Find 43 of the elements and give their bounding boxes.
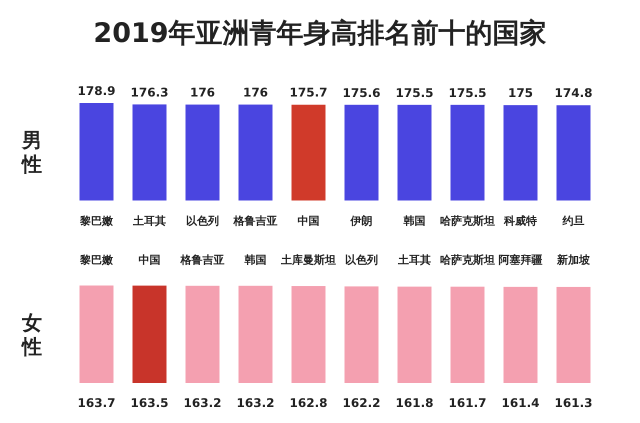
data-label: 176.3 [130, 85, 168, 100]
y-axis-title: 女性 [20, 310, 42, 358]
data-label: 163.7 [78, 396, 116, 410]
x-tick-label: 以色列 [186, 214, 219, 228]
y-axis-title: 男性 [20, 128, 42, 176]
x-tick-label: 科威特 [503, 214, 537, 228]
x-tick-label: 土库曼斯坦 [280, 254, 336, 266]
data-label: 162.8 [290, 396, 328, 410]
x-tick-label: 哈萨克斯坦 [440, 254, 495, 266]
x-tick-label: 黎巴嫩 [79, 214, 114, 228]
x-tick-label: 伊朗 [350, 214, 372, 228]
data-label: 176 [190, 86, 216, 100]
data-label: 176 [242, 86, 268, 100]
x-tick-label: 黎巴嫩 [79, 254, 114, 266]
x-tick-label: 格鲁吉亚 [180, 254, 224, 266]
data-label: 175.7 [290, 86, 328, 100]
x-tick-label: 格鲁吉亚 [232, 214, 278, 228]
x-tick-label: 新加坡 [556, 254, 591, 266]
x-tick-label: 韩国 [402, 214, 426, 228]
data-label: 162.2 [342, 396, 380, 410]
x-tick-label: 约旦 [562, 214, 584, 228]
x-tick-label: 韩国 [244, 254, 266, 266]
chart-title: 2019年亚洲青年身高排名前十的国家 [93, 18, 547, 49]
x-tick-label: 中国 [138, 254, 160, 266]
data-label: 163.5 [130, 396, 168, 410]
data-label: 161.8 [396, 396, 434, 410]
data-label: 161.3 [554, 396, 592, 410]
x-tick-label: 哈萨克斯坦 [440, 214, 495, 228]
data-label: 175.6 [342, 86, 380, 100]
x-tick-label: 中国 [298, 214, 320, 228]
x-tick-label: 以色列 [345, 254, 378, 266]
x-tick-label: 土耳其 [397, 254, 431, 266]
data-label: 163.2 [184, 396, 222, 410]
data-label: 163.2 [236, 396, 274, 410]
data-label: 161.4 [502, 396, 540, 410]
data-label: 178.9 [78, 84, 116, 98]
x-tick-label: 土耳其 [132, 214, 166, 228]
data-label: 174.8 [554, 86, 592, 100]
data-label: 175 [508, 86, 534, 100]
data-label: 175.5 [396, 86, 434, 100]
data-label: 175.5 [448, 86, 486, 100]
x-tick-label: 阿塞拜疆 [498, 254, 542, 266]
data-label: 161.7 [448, 396, 486, 410]
